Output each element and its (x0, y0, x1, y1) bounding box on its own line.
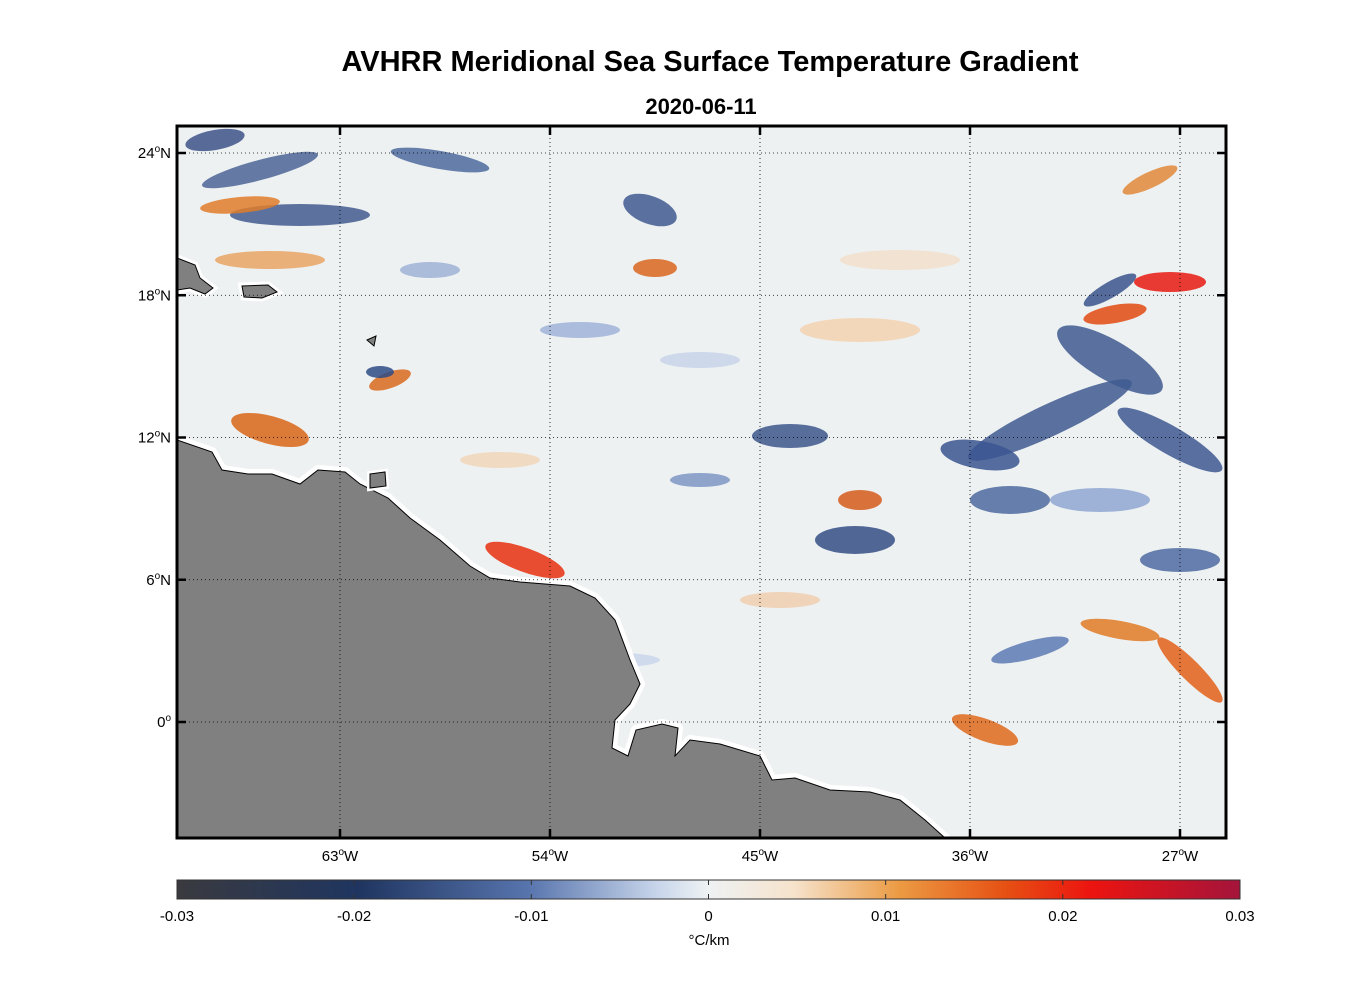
lat-tick-label-3: 6oN (146, 571, 171, 589)
lat-tick-label-2: 12oN (138, 429, 171, 447)
land-south-america (177, 435, 950, 838)
field-anomaly-19 (968, 379, 1132, 461)
field-anomaly-38 (740, 592, 820, 608)
field-anomaly-32 (660, 352, 740, 368)
islands (177, 254, 390, 492)
colorbar-tick-label-6: 0.03 (1225, 908, 1255, 925)
field-anomaly-1 (201, 151, 319, 189)
field-anomaly-26 (991, 636, 1069, 664)
field-anomaly-34 (460, 452, 540, 468)
field-anomaly-6 (623, 193, 677, 227)
lon-tick-label-4: 27oW (1162, 847, 1199, 865)
lon-tick-label-0: 63oW (322, 847, 359, 865)
figure-title: AVHRR Meridional Sea Surface Temperature… (341, 46, 1079, 78)
field-anomaly-13 (838, 490, 882, 510)
field-anomaly-20 (940, 439, 1020, 471)
map-frame (175, 124, 1228, 840)
field-anomaly-5 (390, 147, 490, 173)
colorbar-tick-label-0: -0.03 (159, 908, 195, 925)
field-anomaly-7 (633, 259, 677, 277)
figure-date-subtitle: 2020-06-11 (645, 94, 757, 119)
colorbar-tick-label-3: 0 (704, 908, 713, 925)
graticule (177, 126, 1226, 838)
field-anomaly-35 (840, 250, 960, 270)
field-anomaly-16 (1083, 303, 1147, 325)
lat-tick-label-4: 0o (157, 713, 171, 731)
colorbar-ticks (176, 880, 1241, 899)
colorbar-tick-label-5: 0.02 (1048, 908, 1078, 925)
colorbar-tick-label-4: 0.01 (871, 908, 901, 925)
field-anomaly-0 (185, 128, 245, 152)
field-anomaly-29 (540, 322, 620, 338)
lat-tick-label-1: 18oN (138, 286, 171, 304)
sst-gradient-field (177, 126, 1226, 838)
lon-tick-label-3: 36oW (952, 847, 989, 865)
field-anomaly-33 (400, 262, 460, 278)
field-anomaly-3 (200, 196, 280, 214)
field-anomaly-30 (800, 318, 920, 342)
field-anomaly-2 (230, 204, 370, 226)
field-anomaly-9 (369, 369, 411, 391)
field-anomaly-24 (951, 714, 1019, 746)
field-anomaly-8 (231, 412, 309, 448)
field-anomaly-37 (1050, 488, 1150, 512)
field-anomaly-10 (366, 366, 394, 378)
field-anomaly-27 (970, 486, 1050, 514)
lon-tick-label-1: 54oW (532, 847, 569, 865)
field-anomaly-28 (670, 473, 730, 487)
field-anomaly-11 (485, 541, 565, 579)
field-anomaly-22 (1080, 618, 1160, 642)
lon-tick-label-2: 45oW (742, 847, 779, 865)
field-anomaly-23 (1157, 637, 1223, 703)
field-anomaly-12 (752, 424, 828, 448)
field-anomaly-25 (1122, 165, 1178, 195)
field-anomaly-17 (1083, 273, 1137, 307)
field-anomaly-36 (1140, 548, 1220, 572)
axis-ticks: 24oN 18oN 12oN 6oN 0o 63oW 54oW 45oW 36oW 27oW (138, 126, 1226, 865)
lat-tick-label-0: 24oN (138, 144, 171, 162)
colorbar-unit-label: °C/km (688, 932, 730, 949)
field-anomaly-4 (215, 251, 325, 269)
field-anomaly-15 (1134, 272, 1206, 292)
field-anomaly-21 (1117, 407, 1223, 473)
colorbar-tick-label-2: -0.01 (514, 908, 549, 925)
field-anomaly-14 (815, 526, 895, 554)
colorbar-tick-label-1: -0.02 (337, 908, 372, 925)
field-anomaly-18 (1057, 325, 1163, 395)
